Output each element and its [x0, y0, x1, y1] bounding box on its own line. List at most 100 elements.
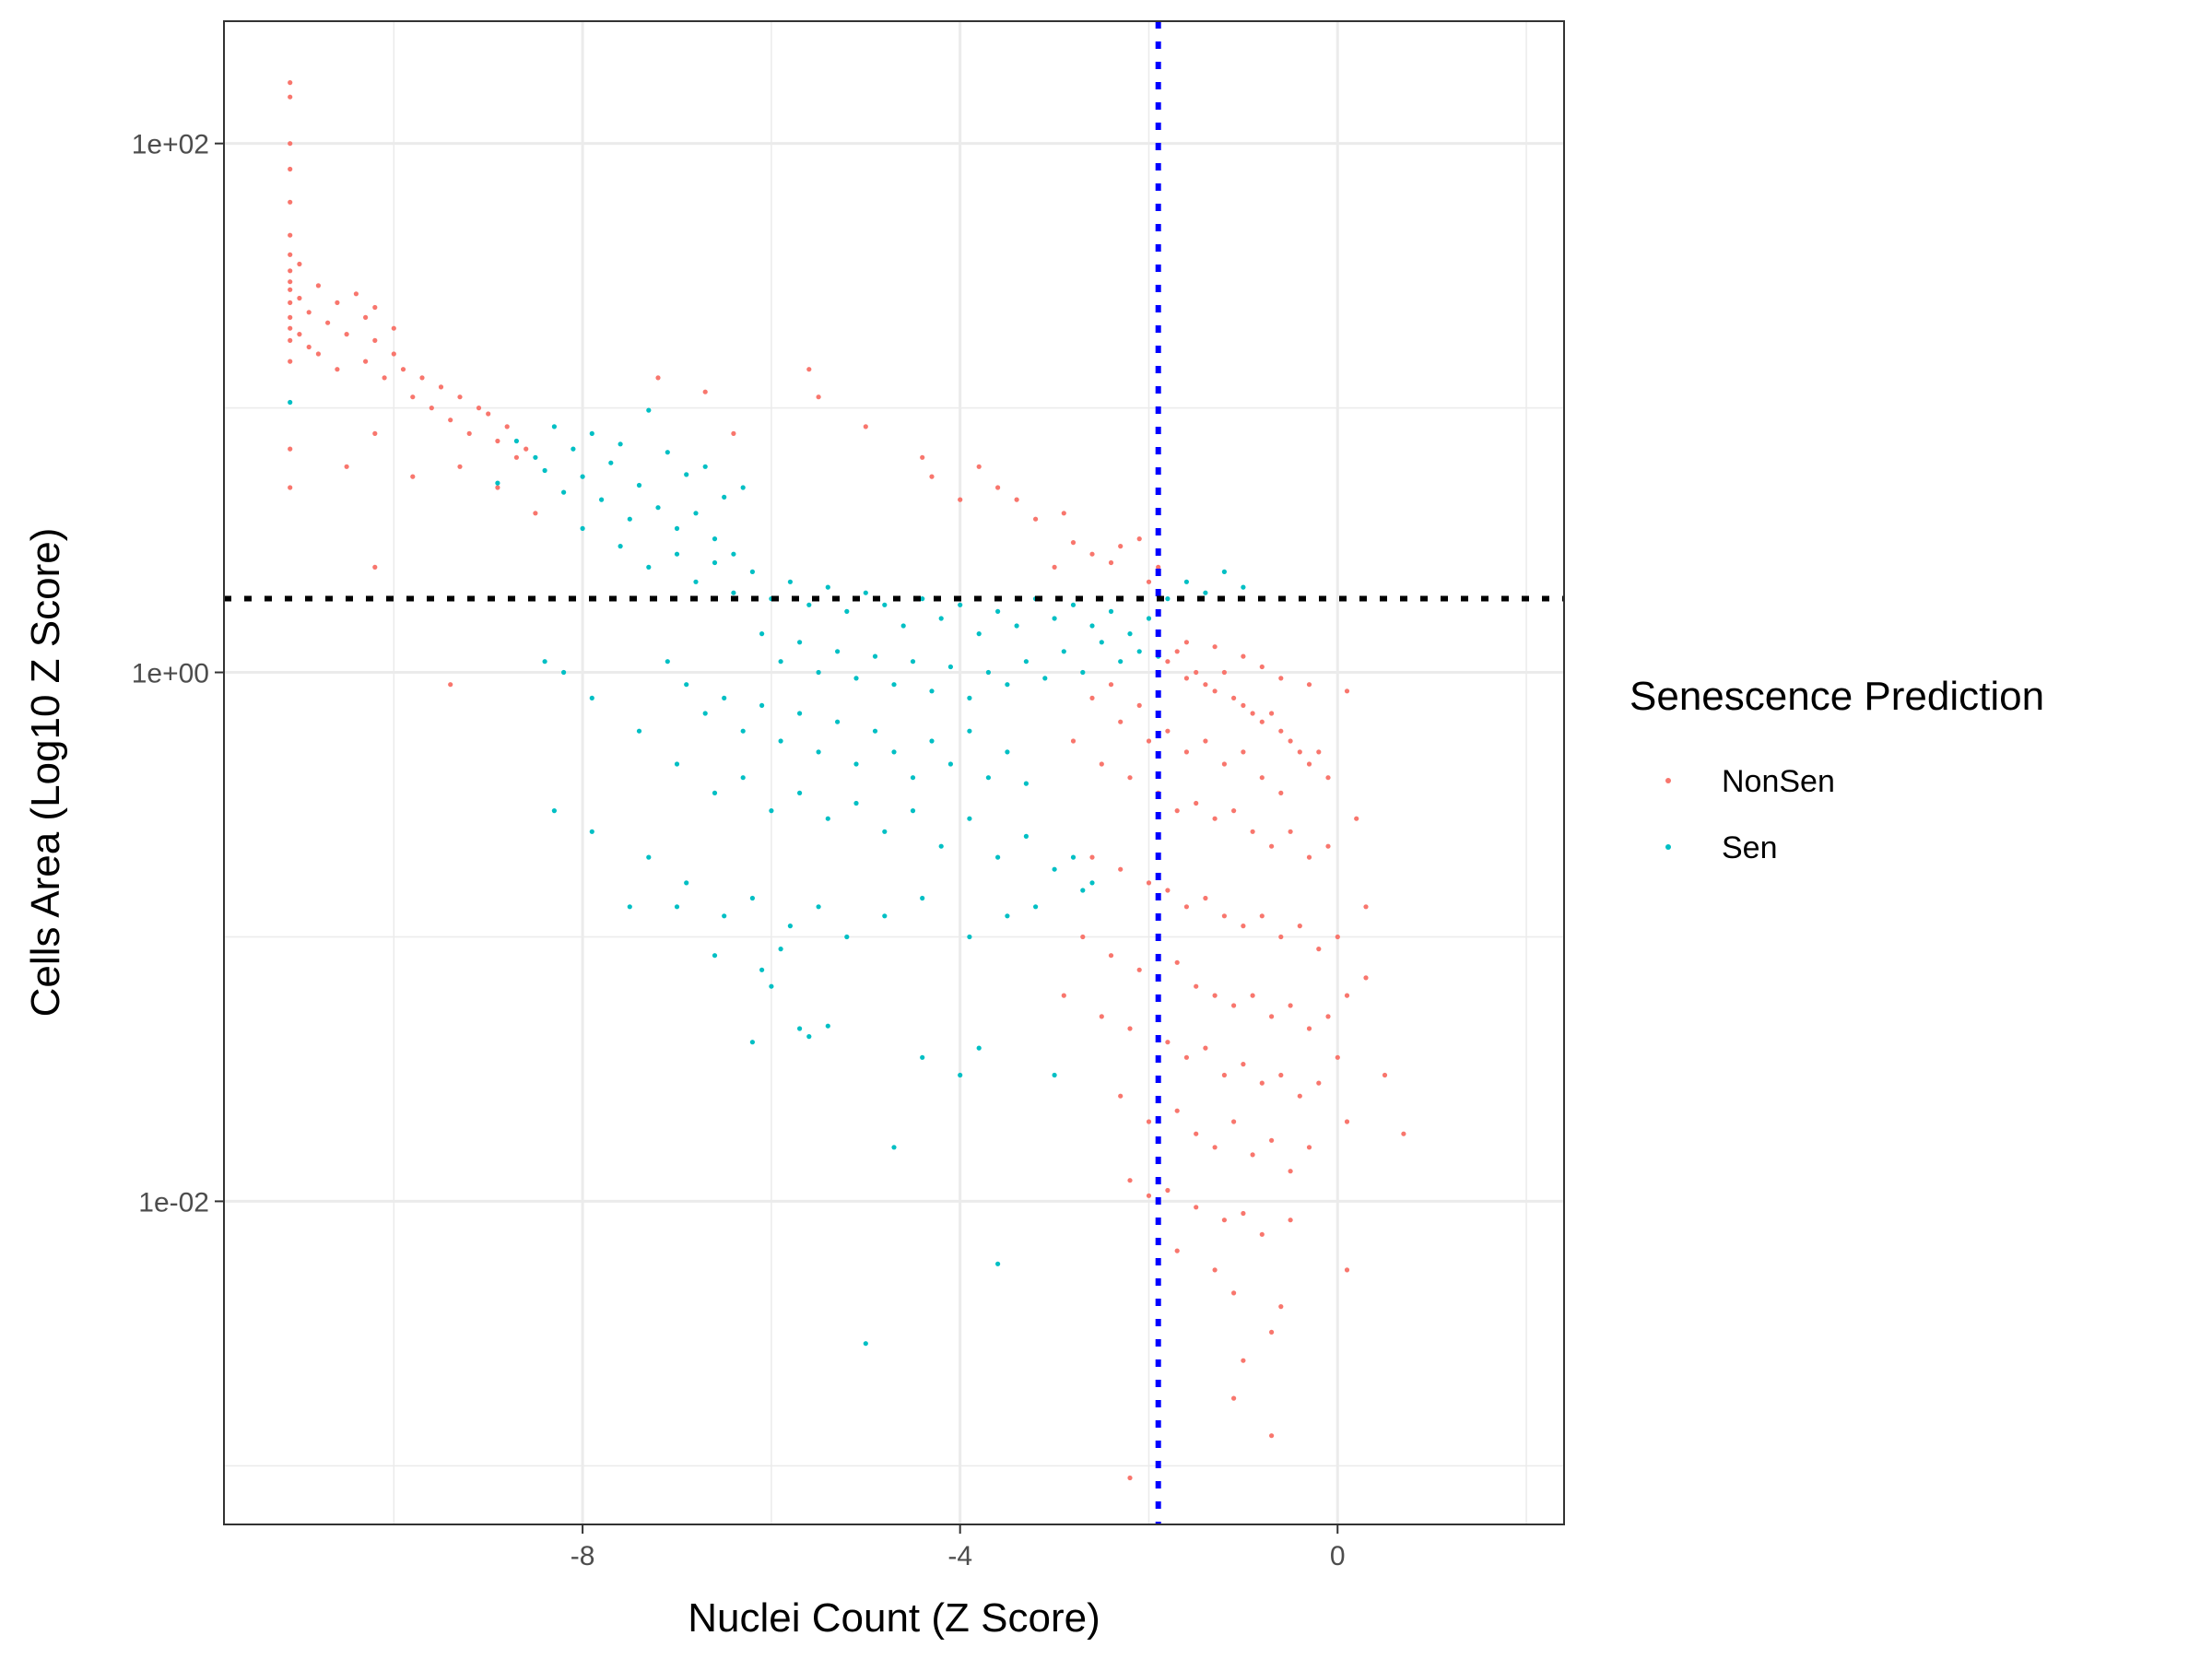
point-nonsen	[1194, 1205, 1199, 1210]
point-sen	[655, 505, 661, 511]
point-sen	[947, 761, 953, 767]
point-nonsen	[1108, 559, 1114, 566]
point-nonsen	[457, 464, 463, 469]
point-nonsen	[1269, 1329, 1275, 1335]
point-nonsen	[363, 359, 369, 364]
point-nonsen	[1212, 644, 1218, 650]
point-sen	[1052, 616, 1057, 621]
point-nonsen	[1259, 719, 1265, 724]
point-sen	[1052, 866, 1057, 872]
x-tick-label: -4	[947, 1541, 972, 1571]
point-sen	[618, 441, 623, 447]
point-sen	[684, 682, 689, 688]
point-sen	[1033, 904, 1039, 910]
point-sen	[958, 602, 963, 607]
point-sen	[1052, 1072, 1057, 1078]
point-sen	[769, 808, 774, 814]
point-sen	[1146, 616, 1152, 621]
point-sen	[684, 880, 689, 886]
point-nonsen	[1174, 649, 1180, 654]
point-sen	[589, 829, 594, 834]
point-nonsen	[1288, 1218, 1293, 1223]
point-sen	[910, 659, 916, 665]
point-sen	[1183, 579, 1189, 584]
point-nonsen	[1156, 564, 1161, 571]
point-sen	[627, 516, 632, 522]
point-nonsen	[288, 80, 293, 86]
point-sen	[863, 590, 868, 595]
point-sen	[797, 1026, 803, 1031]
point-sen	[684, 472, 689, 477]
point-nonsen	[1306, 682, 1312, 688]
point-sen	[646, 854, 652, 860]
point-sen	[722, 913, 727, 919]
point-sen	[995, 608, 1001, 615]
point-nonsen	[1221, 1218, 1227, 1223]
point-sen	[891, 682, 897, 688]
point-nonsen	[1269, 1433, 1275, 1439]
point-sen	[759, 631, 765, 637]
point-nonsen	[1354, 816, 1359, 821]
point-nonsen	[410, 394, 416, 400]
point-nonsen	[288, 141, 293, 147]
point-sen	[920, 596, 925, 602]
y-tick-label: 1e-02	[138, 1187, 209, 1218]
point-nonsen	[1288, 1169, 1293, 1174]
point-nonsen	[288, 166, 293, 172]
point-nonsen	[1127, 1178, 1133, 1183]
point-nonsen	[297, 332, 302, 337]
point-sen	[797, 711, 803, 716]
point-nonsen	[1382, 1072, 1388, 1078]
point-nonsen	[315, 283, 321, 288]
point-nonsen	[1344, 1119, 1350, 1124]
point-nonsen	[1212, 688, 1218, 694]
point-sen	[910, 775, 916, 781]
point-sen	[636, 728, 642, 734]
point-nonsen	[372, 337, 378, 343]
point-nonsen	[1033, 516, 1039, 522]
point-nonsen	[1212, 816, 1218, 821]
point-nonsen	[1250, 711, 1255, 716]
point-nonsen	[288, 268, 293, 274]
point-nonsen	[1165, 1187, 1171, 1194]
x-tick-label: -8	[571, 1541, 595, 1571]
point-sen	[920, 895, 925, 901]
point-nonsen	[1241, 1358, 1246, 1363]
point-nonsen	[1250, 829, 1255, 834]
point-nonsen	[1297, 749, 1302, 755]
point-sen	[636, 482, 642, 488]
point-nonsen	[1288, 1003, 1293, 1008]
point-nonsen	[1061, 993, 1066, 998]
point-nonsen	[1344, 1267, 1350, 1273]
point-sen	[1221, 569, 1227, 575]
point-nonsen	[1183, 640, 1189, 645]
point-nonsen	[1278, 728, 1284, 734]
point-sen	[1080, 669, 1086, 676]
point-sen	[967, 695, 972, 701]
point-nonsen	[1165, 728, 1171, 734]
point-nonsen	[288, 279, 293, 285]
point-nonsen	[1316, 947, 1322, 952]
point-nonsen	[1231, 808, 1237, 814]
point-nonsen	[306, 310, 312, 315]
point-nonsen	[1241, 1062, 1246, 1067]
point-sen	[740, 728, 746, 734]
point-nonsen	[1401, 1131, 1406, 1136]
point-sen	[853, 800, 859, 806]
point-nonsen	[1363, 975, 1369, 981]
point-sen	[958, 1072, 963, 1078]
point-nonsen	[1174, 959, 1180, 965]
point-nonsen	[1306, 1145, 1312, 1150]
point-nonsen	[1221, 761, 1227, 767]
point-sen	[1165, 596, 1171, 602]
point-sen	[759, 702, 765, 709]
point-sen	[712, 559, 718, 566]
point-nonsen	[504, 424, 510, 429]
point-nonsen	[1183, 676, 1189, 681]
y-axis-title: Cells Area (Log10 Z Score)	[23, 528, 68, 1018]
point-sen	[835, 649, 841, 654]
point-sen	[749, 569, 756, 575]
point-nonsen	[1014, 497, 1019, 502]
point-sen	[967, 934, 972, 940]
point-nonsen	[448, 682, 453, 688]
